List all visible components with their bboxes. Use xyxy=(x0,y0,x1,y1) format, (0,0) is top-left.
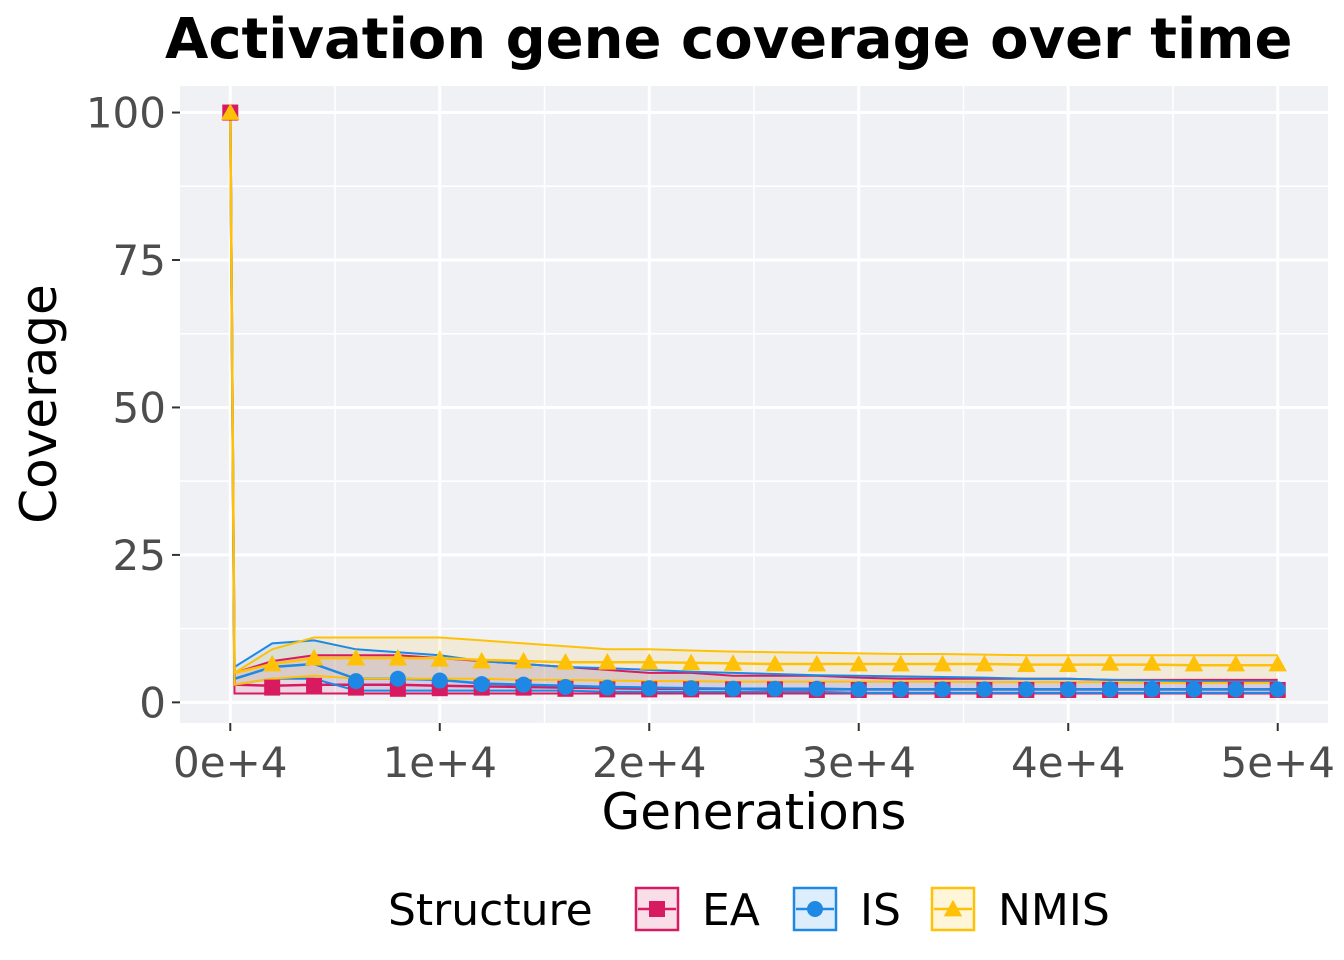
is-point xyxy=(641,680,658,697)
nmis-point xyxy=(723,654,743,671)
is-point xyxy=(725,680,742,697)
y-tick-label: 25 xyxy=(113,531,166,580)
is-point xyxy=(1185,681,1202,698)
nmis-point xyxy=(262,654,282,672)
x-tick-label: 1e+4 xyxy=(383,738,497,787)
is-point xyxy=(599,679,616,696)
y-tick-label: 50 xyxy=(113,383,166,432)
x-tick-label: 4e+4 xyxy=(1011,738,1125,787)
chart-title: Activation gene coverage over time xyxy=(165,7,1293,72)
is-point xyxy=(473,676,490,693)
nmis-upper-line xyxy=(229,112,1278,675)
nmis-point xyxy=(640,653,659,670)
nmis-point xyxy=(472,651,491,669)
nmis-point xyxy=(388,648,408,666)
is-point xyxy=(976,681,993,698)
legend-key-marker-nmis xyxy=(943,899,963,917)
nmis-point xyxy=(681,653,701,671)
is-point xyxy=(1227,681,1244,698)
is-point xyxy=(766,680,783,697)
legend: Structure EA IS NMIS xyxy=(388,885,1110,936)
is-point xyxy=(1102,681,1119,698)
nmis-point xyxy=(807,654,827,672)
y-axis-title: Coverage xyxy=(10,284,68,524)
is-point xyxy=(1144,681,1161,698)
legend-key-marker-ea xyxy=(649,901,665,917)
legend-label-nmis: NMIS xyxy=(998,885,1110,936)
is-point xyxy=(557,679,574,696)
is-upper-line xyxy=(229,112,1278,683)
y-tick-label: 0 xyxy=(139,678,166,727)
nmis-point xyxy=(1142,654,1162,671)
x-tick-label: 5e+4 xyxy=(1220,738,1334,787)
marker-layer xyxy=(221,103,1287,698)
x-tick-label: 2e+4 xyxy=(592,738,706,787)
nmis-point xyxy=(765,654,785,672)
nmis-point xyxy=(1100,654,1120,671)
legend-label-is: IS xyxy=(860,885,901,936)
nmis-point xyxy=(933,654,952,672)
is-point xyxy=(347,673,364,690)
is-point xyxy=(892,681,909,698)
nmis-point xyxy=(891,654,910,672)
ea-point xyxy=(264,679,281,696)
x-tick-label: 0e+4 xyxy=(173,738,287,787)
legend-label-ea: EA xyxy=(702,885,760,936)
nmis-point xyxy=(221,103,240,120)
nmis-point xyxy=(514,651,533,669)
nmis-point xyxy=(1017,655,1036,672)
nmis-point xyxy=(975,654,994,672)
is-point xyxy=(808,680,825,697)
ea-point xyxy=(306,677,323,694)
grid-layer xyxy=(180,86,1328,723)
is-point xyxy=(431,672,448,689)
is-point xyxy=(1060,681,1077,698)
is-point xyxy=(1018,681,1035,698)
nmis-point xyxy=(1184,654,1204,672)
x-tick-label: 3e+4 xyxy=(802,738,916,787)
x-axis-title: Generations xyxy=(602,783,907,841)
nmis-point xyxy=(346,648,366,666)
is-point xyxy=(850,681,867,698)
nmis-point xyxy=(598,653,617,670)
legend-title: Structure xyxy=(388,885,593,936)
nmis-point xyxy=(1226,654,1246,672)
is-point xyxy=(934,681,951,698)
is-point xyxy=(515,676,532,693)
legend-key-marker-is xyxy=(807,901,823,917)
is-point xyxy=(1269,681,1286,698)
nmis-point xyxy=(304,648,324,666)
y-tick-label: 75 xyxy=(113,236,166,285)
nmis-point xyxy=(849,654,868,672)
is-point xyxy=(389,670,406,687)
nmis-point xyxy=(1268,654,1287,672)
y-tick-label: 100 xyxy=(86,89,166,138)
tick-layer: 0 25 50 75 100 0e+4 1e+4 2e+4 3e+4 4e+4 5e+4 xyxy=(86,89,1335,787)
nmis-point xyxy=(1059,655,1078,672)
nmis-point xyxy=(556,653,575,670)
nmis-point xyxy=(430,650,449,667)
is-point xyxy=(683,680,700,697)
